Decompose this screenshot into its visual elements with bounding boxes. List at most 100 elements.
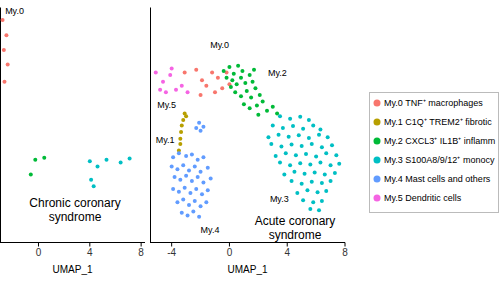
point [128,157,132,161]
legend-swatch [374,138,381,145]
point [301,198,305,202]
point [2,48,6,52]
point [252,68,256,72]
point [307,118,311,122]
x-tick-label: 8 [342,247,348,258]
point [245,89,249,93]
point [199,93,203,97]
legend-label: My.0 TNF⁺ macrophages [384,98,483,108]
point [199,129,203,133]
point [6,62,10,66]
point [92,184,96,188]
point [171,187,175,191]
point [174,88,178,92]
point [308,207,312,211]
point [232,72,236,76]
x-axis-line [150,242,345,243]
point [199,204,203,208]
point [194,68,198,72]
point [295,191,299,195]
point [324,189,328,193]
legend-box [370,93,499,213]
point [225,76,229,80]
point [301,127,305,131]
point [210,70,214,74]
x-axis-line [0,242,145,243]
point [233,90,237,94]
point [313,170,317,174]
point [173,175,177,179]
x-tick [287,243,288,247]
point [294,153,298,157]
point [265,109,269,113]
point [271,105,275,109]
x-tick [345,243,346,247]
point [317,208,321,212]
cluster-label: My.2 [268,68,287,78]
point [239,94,243,98]
legend-swatch [374,176,381,183]
point [119,161,123,165]
point [297,133,301,137]
point [261,100,265,104]
x-tick-label: -4 [167,247,176,258]
legend-swatch [374,195,381,202]
point [300,144,304,148]
cluster-label: My.4 [201,225,220,235]
point [248,106,252,110]
point [318,161,322,165]
point [318,127,322,131]
point [201,180,205,184]
point [200,192,204,196]
point [186,90,190,94]
point [317,133,321,137]
point [271,123,275,127]
point [333,171,337,175]
point [287,135,291,139]
point [291,124,295,128]
y-axis-line [0,8,1,243]
point [194,187,198,191]
point [281,126,285,130]
point [255,104,259,108]
point [105,158,109,162]
point [187,168,191,172]
point [258,93,262,97]
point [196,158,200,162]
legend-swatch [374,119,381,126]
point [311,200,315,204]
figure: 048UMAP_1My.0-4048UMAP_1My.0My.2My.5My.1… [0,0,500,289]
point [199,170,203,174]
point [298,161,302,165]
point [303,172,307,176]
point [316,190,320,194]
point [184,154,188,158]
x-tick [89,243,90,247]
point [158,88,162,92]
x-tick-label: 4 [284,247,290,258]
point [89,178,93,182]
point [2,80,6,84]
point [197,215,201,219]
point [161,80,165,84]
legend-label: My.2 CXCL3⁺ IL1B⁺ inflamm [384,136,495,146]
point [300,182,304,186]
x-tick-label: 4 [87,247,93,258]
point [329,163,333,167]
point [180,84,184,88]
point [337,162,341,166]
point [170,164,174,168]
point [201,125,205,129]
point [310,180,314,184]
point [183,186,187,190]
point [308,162,312,166]
point [290,143,294,147]
plot-area [154,64,341,219]
point [330,143,334,147]
point [193,164,197,168]
point [251,80,255,84]
point [227,65,231,69]
point [288,163,292,167]
point [178,142,182,146]
point [304,152,308,156]
